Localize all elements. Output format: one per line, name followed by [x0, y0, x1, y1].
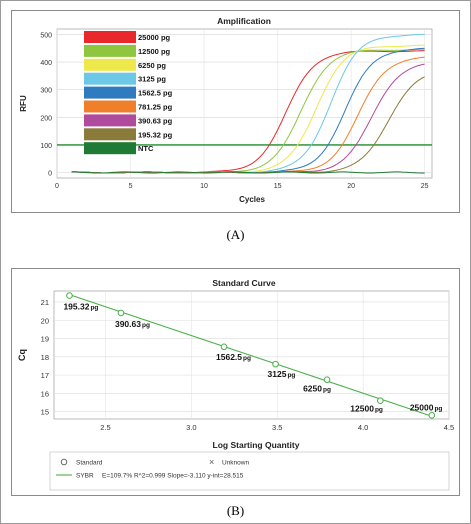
standard-point [220, 343, 228, 351]
standard-curve-panel: Standard Curve Cq Log Starting Quantity … [11, 268, 460, 496]
point-label: 6250pg [303, 384, 331, 394]
y-tick-label: 200 [40, 115, 52, 122]
point-label: 195.32pg [63, 302, 98, 312]
legend-label: 25000 pg [138, 33, 171, 42]
x-tick-label: 5 [129, 183, 133, 190]
legend-fit-stats: E=109.7% R^2=0.999 Slope=-3.110 y-int=28… [102, 473, 244, 480]
point-label: 1562.5pg [216, 352, 251, 362]
amplification-chart: Amplification RFU Cycles 010020030040050… [19, 16, 433, 204]
amplification-panel: Amplification RFU Cycles 0 100 200 300 400 50… [11, 10, 460, 213]
amplification-curve [71, 171, 425, 174]
point-label-unit: pg [434, 405, 442, 412]
standard-curve-x-label: Log Starting Quantity [213, 440, 300, 450]
point-label-unit: pg [287, 372, 295, 379]
legend-swatch [84, 100, 136, 113]
x-tick-label: 4.0 [358, 423, 368, 432]
legend-label: 390.63 pg [138, 116, 173, 125]
y-tick-label: 15 [41, 408, 49, 417]
caption-b: (B) [226, 503, 245, 518]
x-tick-label: 15 [274, 183, 282, 190]
x-tick-label: 3.5 [272, 423, 282, 432]
legend-swatch [84, 44, 136, 57]
y-tick-label: 17 [41, 371, 49, 380]
point-label: 390.63pg [115, 319, 150, 329]
amplification-y-label: RFU [19, 95, 28, 112]
x-tick-label: 3.0 [186, 423, 196, 432]
legend-label: 12500 pg [138, 47, 171, 56]
y-tick-label: 500 [40, 33, 52, 40]
legend-swatch [84, 31, 136, 43]
standard-point [272, 360, 279, 368]
legend-label: 1562.5 pg [138, 89, 173, 98]
point-label-unit: pg [243, 355, 251, 362]
amplification-title: Amplification [217, 16, 271, 26]
legend-swatch [84, 86, 136, 99]
legend-fit-name: SYBR [76, 473, 94, 480]
y-tick-label: 400 [40, 60, 52, 67]
x-tick-label: 25 [421, 183, 429, 190]
x-tick-label: 20 [347, 183, 355, 190]
legend-label: 6250 pg [138, 61, 166, 70]
y-tick-label: 100 [40, 143, 52, 150]
point-label-unit: pg [375, 407, 383, 414]
y-tick-label: 21 [41, 298, 49, 307]
legend-unknown-label: Unknown [222, 460, 249, 467]
legend-swatch [84, 58, 136, 71]
point-label-unit: pg [142, 322, 150, 329]
standard-curve-y-label: Cq [17, 349, 27, 361]
legend-box [49, 451, 450, 491]
standard-curve-title: Standard Curve [212, 278, 276, 288]
legend-label: 781.25 pg [138, 103, 173, 112]
legend-standard-label: Standard [76, 460, 103, 467]
y-tick-label: 16 [41, 389, 49, 398]
standard-point [323, 376, 331, 383]
standard-curve-chart: Standard Curve Cq Log Starting Quantity … [17, 278, 454, 491]
y-tick-label: 0 [48, 170, 52, 177]
standard-point [428, 412, 436, 419]
x-tick-label: 0 [55, 183, 59, 190]
standard-point [66, 292, 73, 299]
standard-point [377, 397, 384, 405]
y-tick-label: 20 [41, 316, 49, 325]
caption-a: (A) [226, 227, 245, 242]
legend-label: 195.32 pg [138, 130, 173, 139]
point-label-unit: pg [323, 387, 331, 394]
fit-line [69, 294, 433, 417]
point-label: 3125pg [268, 369, 296, 379]
legend-unknown-marker: × [209, 457, 214, 467]
amplification-x-label: Cycles [239, 195, 265, 204]
point-label: 12500pg [350, 404, 383, 414]
x-tick-label: 10 [200, 183, 208, 190]
x-tick-label: 4.5 [444, 423, 454, 432]
y-tick-label: 300 [40, 88, 52, 95]
x-tick-label: 2.5 [100, 423, 110, 432]
point-label: 25000pg [410, 402, 443, 412]
y-tick-label: 18 [41, 353, 49, 362]
legend-swatch [84, 72, 136, 85]
y-tick-label: 19 [41, 335, 49, 344]
plot-area [53, 290, 450, 420]
legend-swatch [84, 128, 136, 141]
legend-swatch [84, 114, 136, 127]
legend-label: 3125 pg [138, 75, 166, 84]
standard-point [117, 309, 125, 317]
legend-swatch [84, 142, 136, 155]
legend-standard-marker [60, 458, 68, 466]
point-label-unit: pg [90, 305, 98, 312]
legend-label: NTC [138, 144, 154, 153]
